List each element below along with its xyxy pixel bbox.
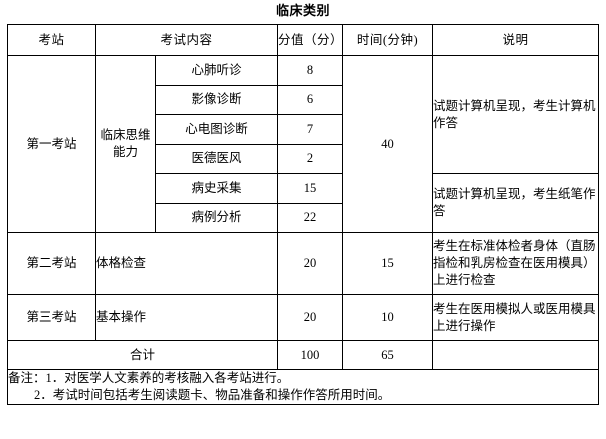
exam-item-label: 病例分析 — [154, 202, 279, 233]
exam-item-score: 7 — [277, 114, 344, 145]
table-row: 医德医风 2 — [8, 143, 599, 174]
table-total-row: 合计 100 65 — [6, 340, 600, 370]
table-header-row: 考站 考试内容 分值（分） 时间(分钟) 说明 — [7, 24, 600, 56]
table-remarks-row: 备注：1．对医学人文素养的考核融入各考站进行。 2．考试时间包括考生阅读题卡、物… — [6, 369, 600, 405]
page-title: 临床类别 — [275, 3, 330, 18]
total-score: 100 — [277, 340, 344, 370]
station-name-3: 第三考站 — [7, 294, 96, 341]
header-note: 说明 — [432, 24, 600, 56]
table-row: 第二考站 体格检查 20 15 考生在标准体检者身体（直肠指检和乳房检查在医用模… — [7, 232, 600, 295]
exam-schedule-table: 考站 考试内容 分值（分） 时间(分钟) 说明 第一考站 临床思维能力 心肺听诊… — [6, 24, 600, 405]
station-content-2: 体格检查 — [94, 232, 279, 295]
total-note — [432, 340, 600, 370]
station-score-3: 20 — [277, 294, 344, 341]
total-time: 65 — [342, 340, 434, 370]
remarks-cell: 备注：1．对医学人文素养的考核融入各考站进行。 2．考试时间包括考生阅读题卡、物… — [6, 369, 600, 405]
exam-item-label: 病史采集 — [154, 173, 279, 204]
total-label: 合计 — [6, 340, 279, 370]
station-note-2: 考生在标准体检者身体（直肠指检和乳房检查在医用模具）上进行检查 — [432, 232, 600, 295]
remark-line-2: 2．考试时间包括考生阅读题卡、物品准备和操作作答所用时间。 — [34, 388, 391, 402]
exam-item-label: 医德医风 — [154, 143, 279, 174]
exam-item-score: 15 — [277, 173, 344, 204]
remark-line-1: 备注：1．对医学人文素养的考核融入各考站进行。 — [8, 371, 290, 385]
exam-item-label: 心电图诊断 — [154, 114, 279, 145]
exam-item-score: 2 — [277, 143, 344, 174]
table-row: 病例分析 22 — [8, 202, 599, 233]
header-time: 时间(分钟) — [342, 24, 434, 56]
station-score-2: 20 — [277, 232, 344, 295]
header-content: 考试内容 — [94, 24, 279, 56]
exam-item-label: 心肺听诊 — [154, 55, 279, 86]
station-note-3: 考生在医用模拟人或医用模具上进行操作 — [432, 294, 600, 341]
station-time-3: 10 — [342, 294, 434, 341]
station-content-3: 基本操作 — [94, 294, 279, 341]
station-group-1: 临床思维能力 — [95, 55, 156, 233]
table-row: 第三考站 基本操作 20 10 考生在医用模拟人或医用模具上进行操作 — [7, 294, 600, 341]
station-note-1b: 试题计算机呈现，考生纸笔作答 — [432, 173, 600, 233]
station-note-1a: 试题计算机呈现，考生计算机作答 — [432, 55, 600, 174]
header-station: 考站 — [7, 24, 96, 56]
exam-item-score: 22 — [277, 202, 344, 233]
header-score: 分值（分） — [277, 24, 344, 56]
station-time-1: 40 — [342, 55, 434, 233]
table-row: 第一考站 临床思维能力 心肺听诊 8 40 试题计算机呈现，考生计算机作答 — [7, 55, 600, 233]
table-row: 影像诊断 6 — [8, 84, 599, 115]
exam-item-score: 8 — [277, 55, 344, 86]
exam-item-label: 影像诊断 — [154, 84, 279, 115]
exam-item-score: 6 — [277, 84, 344, 115]
station-time-2: 15 — [342, 232, 434, 295]
station-name-2: 第二考站 — [7, 232, 96, 295]
station-name-1: 第一考站 — [7, 55, 96, 233]
